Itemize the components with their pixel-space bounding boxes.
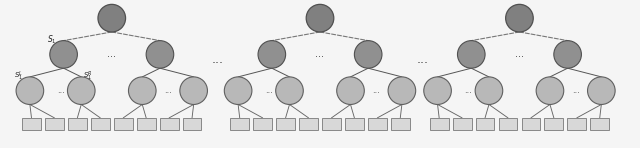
FancyBboxPatch shape xyxy=(345,118,364,130)
Text: ...: ... xyxy=(265,86,273,95)
Ellipse shape xyxy=(588,77,615,104)
FancyBboxPatch shape xyxy=(322,118,341,130)
FancyBboxPatch shape xyxy=(253,118,272,130)
FancyBboxPatch shape xyxy=(276,118,295,130)
Ellipse shape xyxy=(258,41,285,68)
FancyBboxPatch shape xyxy=(590,118,609,130)
FancyBboxPatch shape xyxy=(182,118,202,130)
Ellipse shape xyxy=(50,41,77,68)
FancyBboxPatch shape xyxy=(452,118,472,130)
Ellipse shape xyxy=(306,4,334,32)
Text: $S_1^L$: $S_1^L$ xyxy=(13,70,23,83)
Text: ...: ... xyxy=(572,86,580,95)
Ellipse shape xyxy=(554,41,581,68)
Ellipse shape xyxy=(506,4,533,32)
FancyBboxPatch shape xyxy=(91,118,109,130)
FancyBboxPatch shape xyxy=(499,118,517,130)
Ellipse shape xyxy=(16,77,44,104)
Ellipse shape xyxy=(337,77,364,104)
FancyBboxPatch shape xyxy=(160,118,179,130)
FancyBboxPatch shape xyxy=(545,118,563,130)
Ellipse shape xyxy=(458,41,485,68)
Text: ...: ... xyxy=(57,86,65,95)
FancyBboxPatch shape xyxy=(45,118,64,130)
Text: ...: ... xyxy=(372,86,380,95)
FancyBboxPatch shape xyxy=(230,118,249,130)
Ellipse shape xyxy=(424,77,451,104)
Text: ...: ... xyxy=(316,49,324,59)
FancyBboxPatch shape xyxy=(299,118,318,130)
Text: $S_1$: $S_1$ xyxy=(47,34,57,46)
Ellipse shape xyxy=(388,77,416,104)
Ellipse shape xyxy=(146,41,173,68)
Ellipse shape xyxy=(180,77,207,104)
Ellipse shape xyxy=(67,77,95,104)
Text: ...: ... xyxy=(212,53,224,66)
FancyBboxPatch shape xyxy=(568,118,586,130)
FancyBboxPatch shape xyxy=(22,118,41,130)
FancyBboxPatch shape xyxy=(476,118,495,130)
FancyBboxPatch shape xyxy=(68,118,87,130)
FancyBboxPatch shape xyxy=(368,118,387,130)
FancyBboxPatch shape xyxy=(114,118,132,130)
FancyBboxPatch shape xyxy=(391,118,410,130)
Text: ...: ... xyxy=(465,86,472,95)
Text: ...: ... xyxy=(164,86,172,95)
Text: ...: ... xyxy=(108,49,116,59)
Ellipse shape xyxy=(355,41,382,68)
Text: ...: ... xyxy=(416,53,428,66)
Ellipse shape xyxy=(129,77,156,104)
FancyBboxPatch shape xyxy=(137,118,156,130)
FancyBboxPatch shape xyxy=(430,118,449,130)
Text: ...: ... xyxy=(515,49,524,59)
Ellipse shape xyxy=(98,4,125,32)
Ellipse shape xyxy=(276,77,303,104)
Ellipse shape xyxy=(475,77,503,104)
Ellipse shape xyxy=(536,77,564,104)
FancyBboxPatch shape xyxy=(522,118,540,130)
Ellipse shape xyxy=(224,77,252,104)
Text: $S_1^R$: $S_1^R$ xyxy=(83,70,92,83)
